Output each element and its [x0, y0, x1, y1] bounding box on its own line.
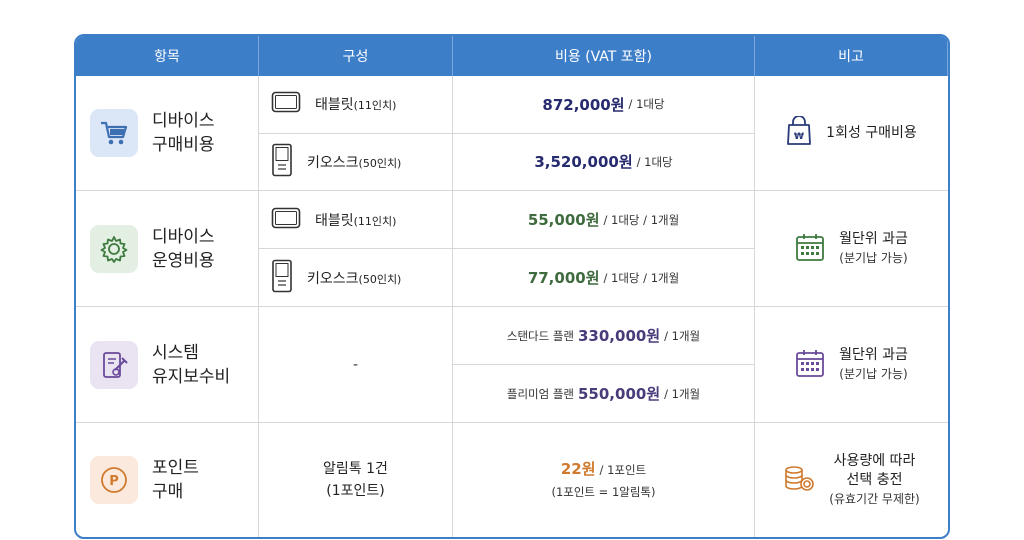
- note-main: 월단위 과금: [839, 230, 908, 247]
- row-device-operation-item: 디바이스 운영비용: [76, 191, 259, 307]
- row-maintenance-component: -: [259, 307, 453, 423]
- note-sub: (유효기간 무제한): [829, 491, 920, 506]
- header-note: 비고: [755, 36, 948, 76]
- plan-name: 스탠다드 플랜: [506, 328, 574, 343]
- component-spec: (11인치): [353, 214, 397, 228]
- component-name: 태블릿: [315, 97, 354, 114]
- price: 3,520,000원: [534, 153, 633, 172]
- component-line1: 알림톡 1건: [323, 461, 388, 477]
- calendar-icon: [795, 348, 825, 382]
- price: 550,000원: [578, 385, 661, 403]
- point-icon: P: [90, 456, 138, 504]
- plan-name: 플리미엄 플랜: [506, 386, 574, 401]
- component-name: 키오스크: [307, 270, 359, 287]
- pricing-table: 항목 구성 비용 (VAT 포함) 비고 디바이스 구매비용 태블릿(11인치): [74, 34, 950, 539]
- price: 872,000원: [542, 95, 625, 114]
- item-label: 포인트 구매: [152, 458, 199, 502]
- row-device-purchase-costs: 872,000원/ 1대당 3,520,000원/ 1대당: [453, 76, 755, 191]
- price: 55,000원: [527, 211, 600, 229]
- price: 77,000원: [527, 269, 600, 287]
- svg-text:₩: ₩: [794, 132, 804, 142]
- money-bag-icon: ₩: [786, 115, 812, 150]
- note-sub: (분기납 가능): [839, 250, 908, 265]
- component-name: 태블릿: [315, 212, 354, 229]
- row-device-operation-components: 태블릿(11인치) 키오스크(50인치): [259, 191, 453, 307]
- component-spec: (11인치): [353, 99, 397, 113]
- price-sub: (1포인트 = 1알림톡): [551, 484, 656, 499]
- row-device-purchase-note: ₩ 1회성 구매비용: [755, 76, 948, 191]
- component-line2: (1포인트): [326, 483, 385, 499]
- item-label: 시스템 유지보수비: [152, 342, 231, 387]
- row-device-operation-costs: 55,000원/ 1대당 / 1개월 77,000원/ 1대당 / 1개월: [453, 191, 755, 307]
- note-main: 월단위 과금: [839, 346, 908, 363]
- cost-kiosk: 77,000원/ 1대당 / 1개월: [453, 249, 754, 306]
- row-maintenance-note: 월단위 과금 (분기납 가능): [755, 307, 948, 423]
- component-spec: (50인치): [358, 272, 402, 286]
- component-tablet: 태블릿(11인치): [259, 191, 452, 249]
- gear-icon: [90, 224, 138, 273]
- note-line2: 선택 충전: [846, 471, 903, 488]
- cost-standard-plan: 스탠다드 플랜 330,000원/ 1개월: [453, 307, 754, 365]
- row-point-item: P 포인트 구매: [76, 423, 259, 537]
- calendar-icon: [795, 232, 825, 266]
- row-maintenance-costs: 스탠다드 플랜 330,000원/ 1개월 플리미엄 플랜 550,000원/ 1개…: [453, 307, 755, 423]
- price-unit: / 1대당 / 1개월: [603, 212, 680, 227]
- header-cost: 비용 (VAT 포함): [453, 36, 755, 76]
- row-point-component: 알림톡 1건 (1포인트): [259, 423, 453, 537]
- cost-premium-plan: 플리미엄 플랜 550,000원/ 1개월: [453, 365, 754, 422]
- price-unit: / 1대당: [636, 154, 673, 169]
- component-kiosk: 키오스크(50인치): [259, 249, 452, 306]
- cost-tablet: 872,000원/ 1대당: [453, 76, 754, 134]
- component-kiosk: 키오스크(50인치): [259, 134, 452, 191]
- component-tablet: 태블릿(11인치): [259, 76, 452, 134]
- maintenance-icon: [90, 340, 138, 389]
- price-unit: / 1개월: [664, 386, 701, 401]
- tablet-icon: [271, 91, 301, 117]
- header-item: 항목: [76, 36, 259, 76]
- price-unit: / 1포인트: [599, 462, 647, 477]
- kiosk-icon: [271, 259, 293, 297]
- price-unit: / 1대당 / 1개월: [603, 270, 680, 285]
- note-sub: (분기납 가능): [839, 366, 908, 381]
- component-empty: -: [352, 356, 359, 373]
- note-main: 1회성 구매비용: [826, 124, 917, 141]
- tablet-icon: [271, 207, 301, 233]
- kiosk-icon: [271, 143, 293, 181]
- coins-icon: [783, 463, 815, 497]
- row-device-purchase-components: 태블릿(11인치) 키오스크(50인치): [259, 76, 453, 191]
- price-unit: / 1대당: [628, 97, 665, 112]
- item-label: 디바이스 구매비용: [152, 111, 215, 155]
- header-composition: 구성: [259, 36, 453, 76]
- component-spec: (50인치): [358, 156, 402, 170]
- row-maintenance-item: 시스템 유지보수비: [76, 307, 259, 423]
- cost-tablet: 55,000원/ 1대당 / 1개월: [453, 191, 754, 249]
- component-name: 키오스크: [307, 154, 359, 171]
- svg-text:P: P: [109, 474, 119, 489]
- shopping-cart-icon: [90, 109, 138, 157]
- row-device-operation-note: 월단위 과금 (분기납 가능): [755, 191, 948, 307]
- price-unit: / 1개월: [664, 328, 701, 343]
- row-point-cost: 22원/ 1포인트 (1포인트 = 1알림톡): [453, 423, 755, 537]
- row-device-purchase-item: 디바이스 구매비용: [76, 76, 259, 191]
- cost-kiosk: 3,520,000원/ 1대당: [453, 134, 754, 191]
- item-label: 디바이스 운영비용: [152, 226, 215, 271]
- price: 22원: [560, 459, 596, 478]
- price: 330,000원: [578, 327, 661, 345]
- note-line1: 사용량에 따라: [833, 452, 916, 469]
